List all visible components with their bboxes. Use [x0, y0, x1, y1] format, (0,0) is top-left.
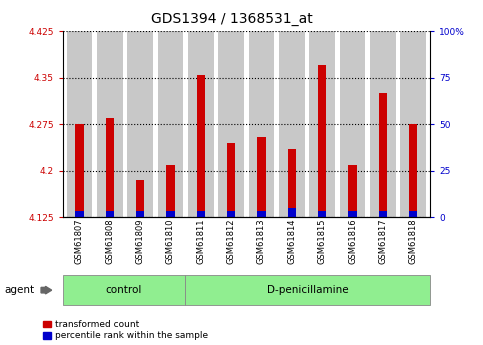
Bar [318, 65, 327, 217]
Bar [157, 31, 184, 217]
Legend: transformed count, percentile rank within the sample: transformed count, percentile rank withi… [43, 320, 208, 341]
Bar [348, 165, 357, 217]
Bar [106, 118, 114, 217]
Bar [279, 31, 305, 217]
Bar [379, 211, 387, 217]
Text: control: control [106, 285, 142, 295]
Bar [257, 137, 266, 217]
Bar [75, 211, 84, 217]
Bar [127, 31, 153, 217]
Bar [97, 31, 123, 217]
Bar [136, 180, 144, 217]
Bar [166, 165, 175, 217]
Bar [348, 211, 357, 217]
Bar [188, 31, 213, 217]
Bar [197, 211, 205, 217]
Bar [318, 211, 327, 217]
Bar [400, 31, 426, 217]
Text: GDS1394 / 1368531_at: GDS1394 / 1368531_at [151, 12, 313, 26]
Bar [287, 208, 296, 217]
Bar [218, 31, 244, 217]
Bar [309, 31, 335, 217]
Bar [75, 124, 84, 217]
Bar [257, 211, 266, 217]
Bar [106, 211, 114, 217]
Bar [409, 124, 417, 217]
Bar [379, 93, 387, 217]
Bar [197, 75, 205, 217]
Text: agent: agent [5, 285, 35, 295]
Bar [370, 31, 396, 217]
Bar [136, 211, 144, 217]
Bar [409, 211, 417, 217]
Bar [287, 149, 296, 217]
Bar [340, 31, 366, 217]
Bar [227, 143, 235, 217]
Bar [249, 31, 274, 217]
Bar [67, 31, 92, 217]
Bar [166, 211, 175, 217]
Text: D-penicillamine: D-penicillamine [267, 285, 348, 295]
Bar [227, 211, 235, 217]
